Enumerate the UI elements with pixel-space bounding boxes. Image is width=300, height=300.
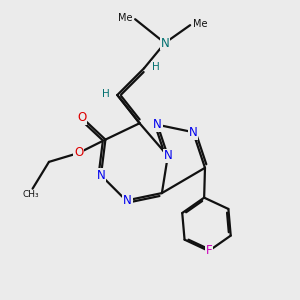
Text: N: N <box>189 126 197 139</box>
Text: N: N <box>123 194 132 207</box>
Text: F: F <box>206 244 212 257</box>
Text: H: H <box>101 88 109 98</box>
Text: Me: Me <box>118 13 132 23</box>
Text: H: H <box>152 62 160 72</box>
Text: N: N <box>153 118 162 131</box>
Text: O: O <box>77 111 86 124</box>
Text: N: N <box>97 169 105 182</box>
Text: N: N <box>160 37 169 50</box>
Text: N: N <box>164 149 172 162</box>
Text: CH₃: CH₃ <box>23 190 39 199</box>
Text: Me: Me <box>193 19 208 29</box>
Text: O: O <box>74 146 83 160</box>
